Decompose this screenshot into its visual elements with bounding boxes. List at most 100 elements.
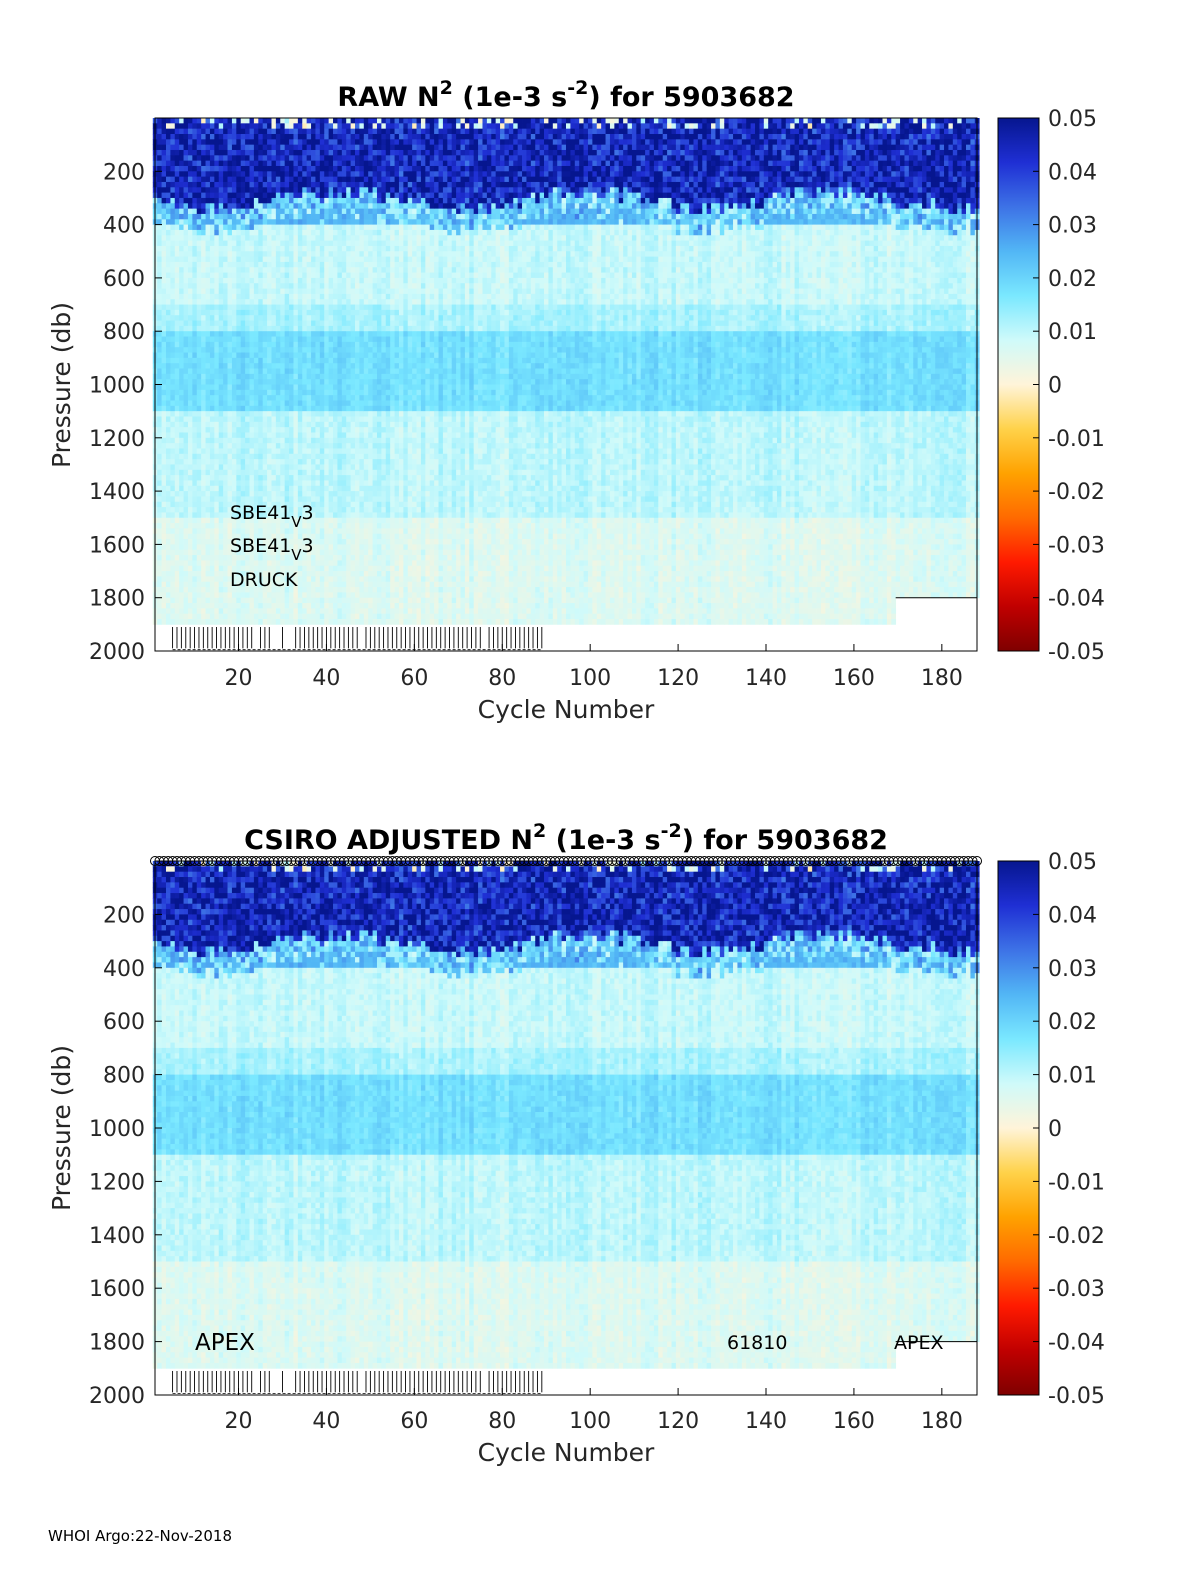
heatmap-cell: [206, 187, 211, 193]
heatmap-cell: [206, 416, 211, 422]
heatmap-cell: [223, 374, 228, 380]
heatmap-cell: [254, 230, 259, 236]
heatmap-cell: [170, 507, 175, 513]
heatmap-cell: [245, 214, 250, 220]
heatmap-cell: [320, 273, 325, 279]
heatmap-cell: [214, 209, 219, 215]
heatmap-cell: [302, 262, 307, 268]
heatmap-cell: [170, 251, 175, 257]
heatmap-cell: [263, 203, 268, 209]
heatmap-cell: [157, 555, 162, 561]
heatmap-cell: [289, 299, 294, 305]
heatmap-cell: [219, 241, 224, 247]
heatmap-cell: [192, 571, 197, 577]
heatmap-cell: [184, 198, 189, 204]
heatmap-cell: [201, 358, 206, 364]
heatmap-cell: [219, 353, 224, 359]
heatmap-cell: [276, 385, 281, 391]
heatmap-cell: [162, 241, 167, 247]
heatmap-cell: [285, 171, 290, 177]
heatmap-cell: [197, 129, 202, 135]
heatmap-cell: [228, 390, 233, 396]
heatmap-cell: [298, 171, 303, 177]
heatmap-cell: [214, 321, 219, 327]
heatmap-cell: [285, 427, 290, 433]
heatmap-cell: [210, 246, 215, 252]
heatmap-cell: [315, 411, 320, 417]
heatmap-cell: [232, 219, 237, 225]
heatmap-cell: [232, 235, 237, 241]
heatmap-cell: [162, 555, 167, 561]
title-raw-sup1: 2: [440, 77, 453, 99]
heatmap-cell: [276, 337, 281, 343]
heatmap-cell: [206, 235, 211, 241]
heatmap-cell: [276, 225, 281, 231]
heatmap-cell: [197, 251, 202, 257]
heatmap-cell: [311, 587, 316, 593]
heatmap-cell: [170, 496, 175, 502]
heatmap-cell: [175, 619, 180, 625]
heatmap-cell: [271, 321, 276, 327]
heatmap-cell: [184, 145, 189, 151]
heatmap-cell: [324, 379, 329, 385]
heatmap-cell: [307, 459, 312, 465]
heatmap-cell: [329, 406, 334, 412]
heatmap-cell: [298, 443, 303, 449]
heatmap-cell: [276, 374, 281, 380]
heatmap-cell: [302, 528, 307, 534]
heatmap-cell: [280, 432, 285, 438]
heatmap-cell: [298, 294, 303, 300]
heatmap-cell: [315, 262, 320, 268]
heatmap-cell: [162, 438, 167, 444]
heatmap-cell: [250, 385, 255, 391]
heatmap-cell: [276, 406, 281, 412]
heatmap-cell: [324, 539, 329, 545]
heatmap-cell: [298, 177, 303, 183]
heatmap-cell: [162, 464, 167, 470]
heatmap-cell: [188, 443, 193, 449]
heatmap-cell: [201, 608, 206, 614]
heatmap-cell: [315, 544, 320, 550]
heatmap-cell: [162, 619, 167, 625]
heatmap-cell: [258, 353, 263, 359]
heatmap-cell: [210, 310, 215, 316]
heatmap-cell: [184, 241, 189, 247]
heatmap-cell: [245, 129, 250, 135]
heatmap-cell: [210, 422, 215, 428]
heatmap-cell: [232, 273, 237, 279]
heatmap-cell: [162, 299, 167, 305]
heatmap-cell: [302, 182, 307, 188]
heatmap-cell: [324, 582, 329, 588]
heatmap-cell: [250, 193, 255, 199]
heatmap-cell: [285, 342, 290, 348]
heatmap-cell: [320, 512, 325, 518]
heatmap-cell: [206, 347, 211, 353]
heatmap-cell: [285, 331, 290, 337]
heatmap-cell: [219, 566, 224, 572]
heatmap-cell: [236, 475, 241, 481]
heatmap-cell: [245, 432, 250, 438]
heatmap-cell: [263, 118, 268, 124]
heatmap-cell: [210, 235, 215, 241]
heatmap-cell: [307, 193, 312, 199]
heatmap-cell: [236, 592, 241, 598]
heatmap-cell: [302, 289, 307, 295]
heatmap-cell: [166, 289, 171, 295]
heatmap-cell: [188, 598, 193, 604]
heatmap-cell: [315, 619, 320, 625]
heatmap-cell: [228, 363, 233, 369]
heatmap-cell: [219, 454, 224, 460]
heatmap-cell: [329, 496, 334, 502]
heatmap-cell: [223, 273, 228, 279]
heatmap-cell: [157, 342, 162, 348]
heatmap-cell: [285, 118, 290, 124]
heatmap-cell: [271, 251, 276, 257]
heatmap-cell: [179, 486, 184, 492]
heatmap-cell: [320, 257, 325, 263]
heatmap-cell: [166, 337, 171, 343]
heatmap-cell: [214, 203, 219, 209]
heatmap-cell: [157, 129, 162, 135]
heatmap-cell: [188, 379, 193, 385]
heatmap-cell: [320, 539, 325, 545]
heatmap-cell: [307, 358, 312, 364]
